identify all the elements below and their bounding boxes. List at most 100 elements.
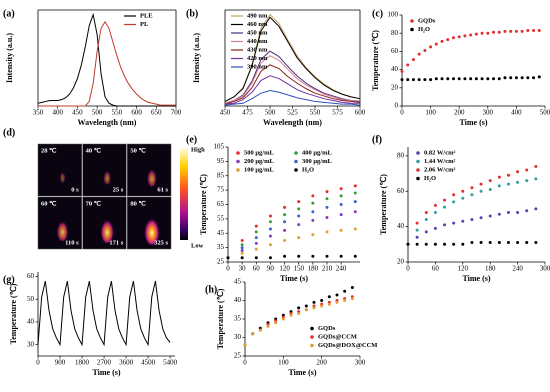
data-point (311, 194, 315, 198)
data-point (474, 32, 478, 36)
data-point (325, 254, 329, 258)
x-tick-label: 500 (265, 109, 276, 117)
x-tick-label: 200 (454, 109, 465, 117)
data-point (520, 29, 524, 33)
data-point (283, 254, 287, 258)
x-tick-label: 500 (92, 109, 103, 117)
colorbar (180, 148, 188, 240)
legend-label: 200 μg/mL (244, 158, 275, 165)
data-point (297, 214, 301, 218)
data-point (400, 78, 404, 82)
frame-time: 110 s (65, 239, 79, 246)
data-point (268, 256, 272, 260)
legend-label: 450 nm (247, 29, 268, 36)
x-axis-label: Time (s) (280, 274, 308, 283)
data-point (406, 63, 410, 67)
legend-swatch (294, 151, 298, 155)
data-point (283, 238, 287, 242)
data-point (525, 241, 529, 245)
data-point (289, 313, 293, 317)
hot-spot (59, 170, 66, 183)
legend-label: GQDs@CCM (318, 333, 357, 340)
legend-swatch (294, 159, 298, 164)
data-point (433, 210, 437, 214)
data-point (516, 210, 520, 214)
legend-label: 400 μg/mL (302, 149, 333, 156)
data-point (353, 200, 357, 204)
legend-swatch (410, 19, 414, 23)
data-point (506, 241, 510, 245)
data-line (224, 64, 361, 105)
hot-spot (146, 167, 157, 187)
y-tick-label: 30 (234, 333, 242, 341)
x-tick-label: 200 (316, 359, 327, 367)
legend-swatch (310, 335, 314, 339)
data-point (463, 34, 467, 38)
data-point (297, 236, 301, 240)
x-tick-label: 60 (253, 265, 261, 273)
data-point (497, 77, 501, 81)
data-point (443, 198, 447, 202)
data-point (339, 187, 343, 191)
x-tick-label: 120 (458, 265, 469, 273)
data-point (415, 228, 419, 232)
data-point (497, 212, 501, 216)
data-point (343, 289, 347, 293)
x-tick-label: 4500 (141, 359, 156, 367)
data-point (304, 304, 308, 308)
data-point (281, 317, 285, 321)
x-tick-label: 300 (483, 109, 494, 117)
data-point (311, 218, 315, 222)
colorbar-high: High (191, 146, 205, 153)
data-point (461, 242, 465, 246)
data-point (434, 42, 438, 46)
data-point (325, 205, 329, 209)
legend-label: 440 nm (247, 38, 268, 45)
data-point (283, 205, 287, 209)
legend-label: H₂O (418, 26, 430, 33)
x-axis-label: Time (s) (462, 274, 490, 283)
data-point (516, 170, 520, 174)
data-point (268, 243, 272, 247)
x-tick-label: 5400 (163, 359, 178, 367)
data-point (411, 58, 415, 62)
legend-label: GQDs (318, 325, 336, 332)
data-point (353, 210, 357, 214)
data-point (254, 247, 258, 251)
x-tick-label: 550 (310, 109, 321, 117)
data-point (534, 241, 538, 245)
data-point (443, 242, 447, 246)
x-tick-label: 0 (243, 359, 247, 367)
data-point (506, 210, 510, 214)
data-point (488, 187, 492, 191)
legend-label: 1.44 W/cm² (424, 158, 455, 165)
legend-label: 420 nm (247, 55, 268, 62)
y-axis-label: Intensity (a.u.) (192, 33, 201, 83)
legend-label: 300 μg/mL (302, 158, 333, 165)
data-point (503, 29, 507, 33)
data-point (433, 226, 437, 230)
x-tick-label: 400 (511, 109, 522, 117)
data-point (304, 308, 308, 312)
data-point (415, 235, 419, 239)
x-tick-label: 100 (425, 109, 436, 117)
data-point (537, 28, 541, 32)
data-line (224, 89, 361, 106)
x-tick-label: 450 (220, 109, 231, 117)
y-tick-label: 40 (391, 65, 399, 73)
data-point (325, 197, 329, 201)
data-point (424, 210, 428, 214)
x-tick-label: 475 (242, 109, 253, 117)
x-tick-label: 3600 (119, 359, 134, 367)
y-tick-label: 40 (397, 222, 405, 230)
data-point (488, 179, 492, 183)
legend-swatch (236, 151, 240, 155)
panel-label: (f) (372, 134, 382, 145)
data-point (470, 241, 474, 245)
y-tick-label: 20 (397, 258, 405, 266)
x-axis-label: Wavelength (nm) (263, 118, 322, 127)
data-point (423, 78, 427, 82)
data-point (488, 214, 492, 218)
